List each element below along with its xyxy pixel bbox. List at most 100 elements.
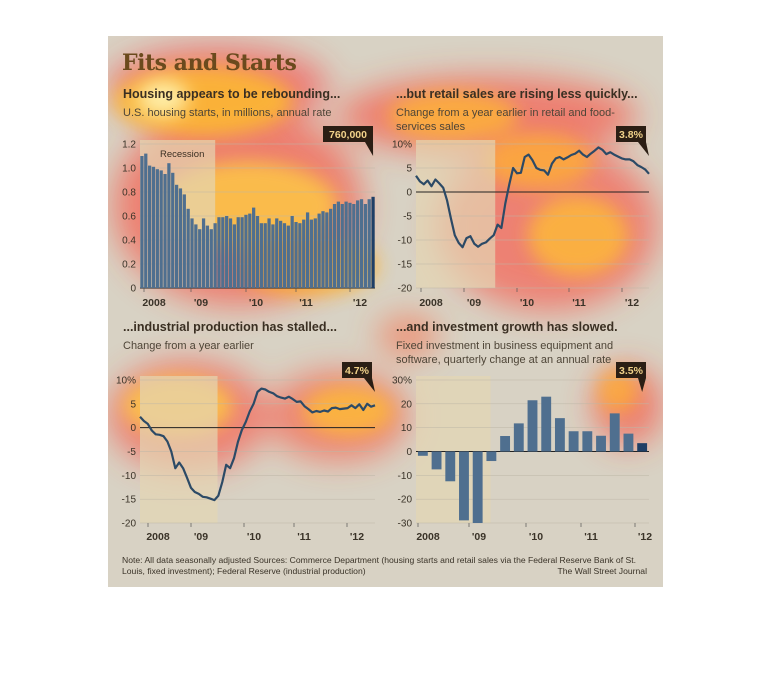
- bar: [313, 218, 317, 288]
- footer-note: Note: All data seasonally adjusted Sourc…: [122, 555, 636, 576]
- bar: [359, 199, 364, 288]
- bar: [582, 431, 593, 452]
- bar: [194, 224, 198, 288]
- y-tick-label: 30%: [392, 376, 412, 387]
- bar: [198, 229, 202, 288]
- bar: [282, 223, 287, 288]
- bar: [236, 217, 240, 288]
- bar: [431, 451, 442, 470]
- x-tick-label: '12: [625, 297, 639, 309]
- bar: [186, 208, 190, 288]
- infographic-card: Fits and Starts Housing appears to be re…: [108, 36, 663, 587]
- bar: [527, 400, 538, 452]
- bar: [221, 217, 225, 288]
- bar: [278, 220, 283, 288]
- panel2-subtitle: Change from a year earlier in retail and…: [396, 107, 615, 133]
- bar: [148, 165, 152, 288]
- bar: [163, 174, 167, 288]
- y-tick-label: -20: [122, 519, 137, 530]
- series-line: [415, 146, 650, 249]
- y-tick-label: -10: [398, 236, 413, 247]
- callout-pointer: [365, 142, 374, 156]
- bar: [182, 194, 186, 288]
- bar: [344, 201, 348, 288]
- bar: [332, 204, 337, 288]
- bar: [271, 224, 275, 288]
- bar: [171, 172, 175, 288]
- bar: [554, 418, 565, 452]
- bar: [255, 216, 260, 288]
- bar: [367, 199, 371, 288]
- panel3-title: ...industrial production has stalled...: [123, 320, 337, 334]
- panel3-subtitle: Change from a year earlier: [123, 340, 254, 352]
- y-tick-label: -5: [403, 212, 412, 223]
- y-tick-label: 0.8: [122, 188, 136, 199]
- bar: [637, 443, 648, 452]
- y-tick-label: -20: [398, 284, 413, 295]
- y-tick-label: 0: [130, 284, 136, 295]
- y-tick-label: 10%: [392, 140, 412, 151]
- bar: [144, 153, 148, 288]
- bar: [267, 218, 271, 288]
- bar: [263, 223, 267, 288]
- bar: [459, 451, 469, 521]
- bar: [294, 222, 298, 288]
- x-tick-label: '11: [584, 531, 598, 543]
- recession-label: Recession: [160, 149, 204, 160]
- x-tick-label: '09: [194, 297, 208, 309]
- recession-band: [140, 376, 218, 523]
- callout-box: [616, 126, 646, 142]
- bar: [417, 451, 428, 456]
- y-tick-label: -20: [398, 495, 413, 506]
- y-tick-label: 1.2: [122, 140, 136, 151]
- recession-band: [416, 140, 496, 288]
- y-tick-label: 0.4: [122, 236, 136, 247]
- panel1-title: Housing appears to be rebounding...: [123, 87, 341, 101]
- callout-pointer: [638, 378, 646, 392]
- x-tick-label: '12: [353, 297, 367, 309]
- bar: [302, 219, 306, 288]
- bar: [259, 223, 263, 288]
- callout-box: [323, 126, 373, 142]
- bar: [541, 396, 552, 452]
- bar: [217, 217, 221, 288]
- x-tick-label: 2008: [146, 531, 170, 543]
- bar: [140, 156, 144, 288]
- x-tick-label: '11: [572, 297, 586, 309]
- panel4-title: ...and investment growth has slowed.: [396, 320, 618, 334]
- bar: [568, 431, 579, 452]
- bar: [286, 225, 290, 288]
- callout-label: 3.8%: [619, 129, 644, 141]
- callout-box: [342, 362, 372, 378]
- bar: [325, 212, 329, 288]
- y-tick-label: -5: [127, 447, 136, 458]
- y-tick-label: 10%: [116, 376, 136, 387]
- callout-label: 3.5%: [619, 365, 644, 377]
- bar: [596, 435, 606, 452]
- bar: [201, 218, 206, 288]
- bar: [167, 163, 171, 288]
- bar: [225, 216, 229, 288]
- bar: [348, 202, 352, 288]
- x-tick-label: '12: [638, 531, 652, 543]
- x-tick-label: '09: [194, 531, 208, 543]
- bar: [340, 204, 344, 288]
- bar: [213, 223, 217, 288]
- callout-pointer: [364, 378, 375, 392]
- bar: [190, 218, 194, 288]
- x-tick-label: '10: [529, 531, 543, 543]
- bar: [486, 451, 497, 462]
- bar: [275, 218, 279, 288]
- bar: [623, 433, 634, 452]
- bar: [174, 184, 179, 288]
- panel2-title: ...but retail sales are rising less quic…: [396, 87, 638, 101]
- y-tick-label: -15: [398, 260, 413, 271]
- y-tick-label: 0: [406, 447, 412, 458]
- bar: [205, 225, 210, 288]
- callout-label: 760,000: [329, 129, 367, 141]
- bar: [513, 423, 524, 452]
- x-tick-label: 2008: [142, 297, 166, 309]
- bar: [248, 213, 252, 288]
- bar: [290, 216, 294, 288]
